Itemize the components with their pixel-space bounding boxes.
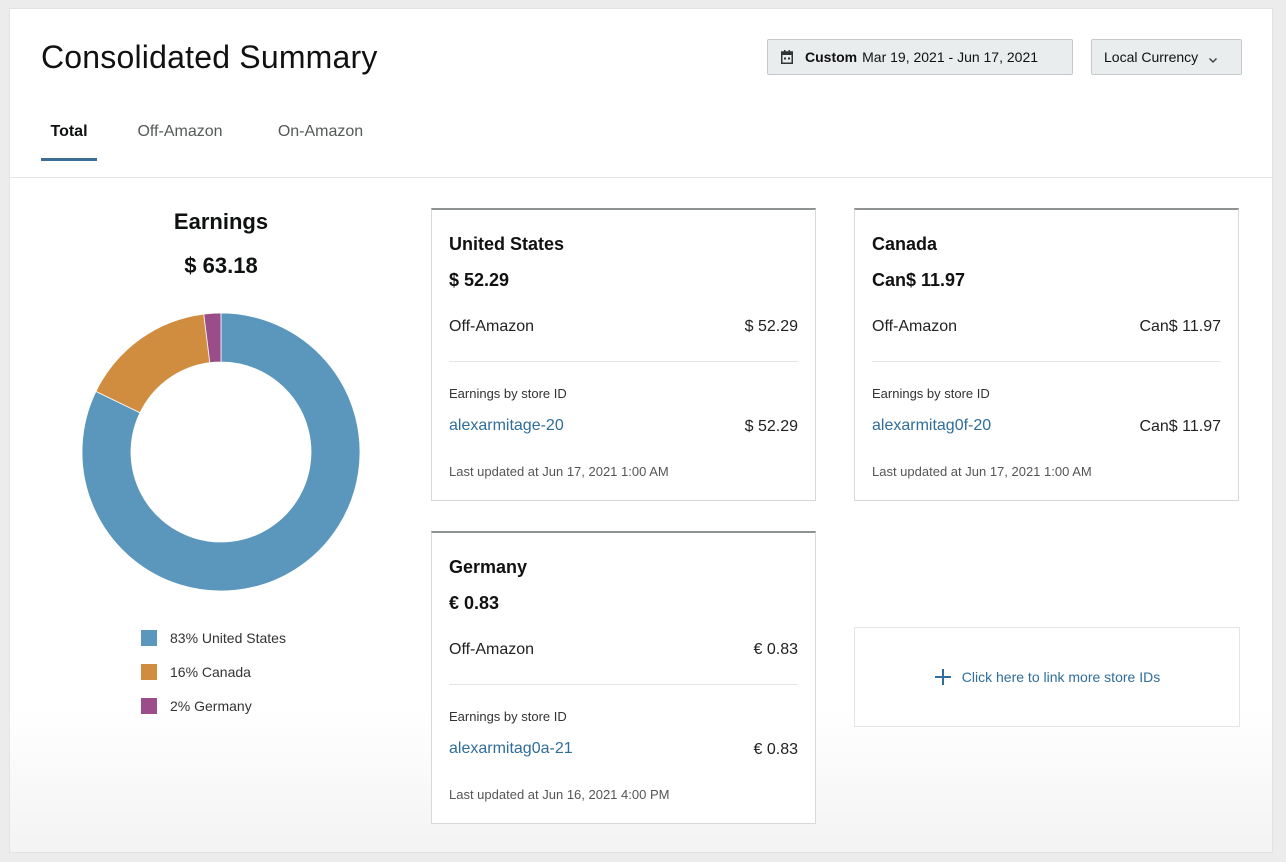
store-id-value: $ 52.29 (744, 418, 798, 435)
currency-label: Local Currency (1104, 49, 1199, 65)
country-card-germany: Germany € 0.83 Off-Amazon € 0.83 Earning… (431, 531, 816, 824)
card-amount: € 0.83 (449, 593, 500, 613)
card-divider (872, 361, 1221, 362)
donut-slice-united-states[interactable] (81, 312, 361, 592)
card-country: Canada (872, 234, 938, 254)
chart-legend: 83% United States 16% Canada 2% Germany (141, 621, 286, 723)
store-id-label: Earnings by store ID (872, 386, 990, 401)
card-row-label: Off-Amazon (872, 318, 958, 335)
legend-swatch (141, 698, 157, 714)
legend-label: 16% Canada (170, 664, 251, 680)
legend-swatch (141, 630, 157, 646)
header-divider (10, 177, 1272, 178)
store-id-label: Earnings by store ID (449, 709, 567, 724)
link-more-label: Click here to link more store IDs (961, 669, 1161, 685)
tab-on-amazon[interactable]: On-Amazon (277, 123, 364, 140)
card-divider (449, 361, 798, 362)
donut-slice-canada[interactable] (95, 313, 211, 414)
plus-icon (934, 668, 952, 686)
card-amount: $ 52.29 (449, 270, 510, 290)
card-row-value: $ 52.29 (744, 318, 798, 335)
earnings-total: $ 63.18 (184, 253, 258, 278)
date-range-label: Mar 19, 2021 - Jun 17, 2021 (862, 49, 1039, 65)
donut-slice-germany[interactable] (203, 312, 222, 364)
consolidated-summary-panel: Consolidated Summary Custom Mar 19, 2021… (9, 8, 1273, 853)
store-id-link[interactable]: alexarmitage-20 (449, 417, 564, 434)
date-mode-label: Custom (805, 49, 858, 65)
earnings-donut-chart (81, 312, 361, 592)
card-amount: Can$ 11.97 (872, 270, 966, 290)
chevron-down-icon (1208, 52, 1218, 64)
last-updated: Last updated at Jun 17, 2021 1:00 AM (449, 464, 669, 479)
tab-off-amazon[interactable]: Off-Amazon (137, 123, 223, 140)
store-id-value: Can$ 11.97 (1139, 418, 1221, 435)
card-row-label: Off-Amazon (449, 641, 535, 658)
card-row-label: Off-Amazon (449, 318, 535, 335)
card-country: United States (449, 234, 565, 254)
legend-item-canada: 16% Canada (141, 655, 286, 689)
legend-item-germany: 2% Germany (141, 689, 286, 723)
country-card-united-states: United States $ 52.29 Off-Amazon $ 52.29… (431, 208, 816, 501)
earnings-title: Earnings (173, 209, 269, 234)
link-more-store-ids-button[interactable]: Click here to link more store IDs (854, 627, 1240, 727)
legend-swatch (141, 664, 157, 680)
card-row-value: Can$ 11.97 (1139, 318, 1221, 335)
card-country: Germany (449, 557, 528, 577)
store-id-link[interactable]: alexarmitag0f-20 (872, 417, 992, 434)
currency-dropdown[interactable]: Local Currency (1091, 39, 1242, 75)
country-card-canada: Canada Can$ 11.97 Off-Amazon Can$ 11.97 … (854, 208, 1239, 501)
legend-label: 2% Germany (170, 698, 252, 714)
tab-total[interactable]: Total (41, 109, 97, 161)
store-id-value: € 0.83 (753, 741, 798, 758)
card-row-value: € 0.83 (753, 641, 798, 658)
last-updated: Last updated at Jun 17, 2021 1:00 AM (872, 464, 1092, 479)
card-divider (449, 684, 798, 685)
date-range-button[interactable]: Custom Mar 19, 2021 - Jun 17, 2021 (767, 39, 1073, 75)
legend-item-united-states: 83% United States (141, 621, 286, 655)
page-title: Consolidated Summary (41, 39, 378, 75)
calendar-icon (781, 50, 793, 64)
last-updated: Last updated at Jun 16, 2021 4:00 PM (449, 787, 670, 802)
store-id-link[interactable]: alexarmitag0a-21 (449, 740, 573, 757)
legend-label: 83% United States (170, 630, 286, 646)
store-id-label: Earnings by store ID (449, 386, 567, 401)
